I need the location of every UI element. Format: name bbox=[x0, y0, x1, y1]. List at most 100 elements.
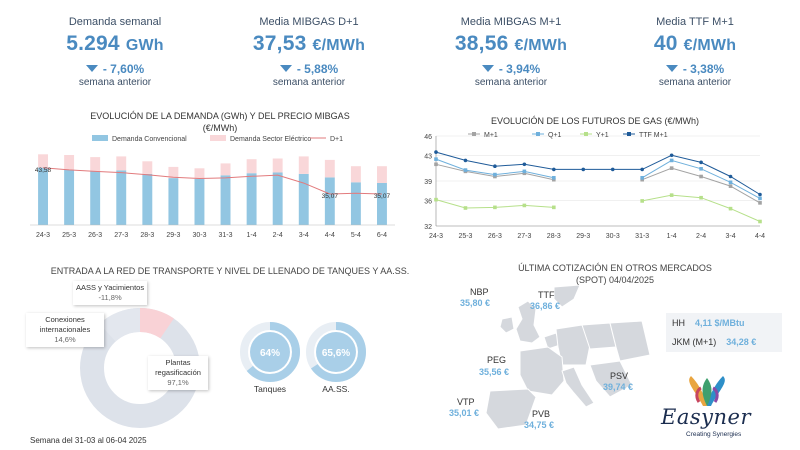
line-d1 bbox=[42, 167, 383, 195]
y-tick-label: 43 bbox=[424, 153, 432, 160]
markets-title-text: ÚLTIMA COTIZACIÓN EN OTROS MERCADOS bbox=[518, 263, 712, 273]
point-series-1 bbox=[728, 180, 733, 185]
bar-demanda-electrico bbox=[377, 166, 387, 183]
bar-demanda-convencional bbox=[377, 183, 387, 225]
market-psv-name: PSV bbox=[610, 371, 629, 381]
point-series-3 bbox=[552, 167, 556, 172]
point-series-3 bbox=[699, 160, 703, 165]
kpi-value: 37,53 €/MWh bbox=[252, 32, 366, 55]
line-series-1 bbox=[435, 158, 761, 199]
x-tick-label: 25-3 bbox=[458, 233, 472, 240]
point-series-0 bbox=[552, 177, 556, 182]
y-tick-label: 46 bbox=[424, 134, 432, 141]
point-series-1 bbox=[463, 168, 468, 172]
down-triangle-icon bbox=[481, 65, 494, 72]
gauge-fill bbox=[306, 322, 366, 382]
bar-demanda-convencional bbox=[324, 177, 335, 225]
line-series-0 bbox=[435, 163, 761, 204]
bar-demanda-convencional bbox=[38, 167, 48, 225]
point-series-1 bbox=[522, 169, 527, 174]
footer-week: Semana del 31-03 al 06-04 2025 bbox=[30, 436, 147, 445]
point-series-2 bbox=[522, 203, 527, 208]
point-series-3 bbox=[463, 158, 468, 163]
legend-label-1: Demanda Sector Eléctrico bbox=[230, 136, 311, 143]
point-series-3 bbox=[434, 150, 438, 154]
data-label-d1: 35,07 bbox=[374, 193, 391, 200]
market-vtp-name: VTP bbox=[457, 397, 475, 407]
x-tick-label: 6-4 bbox=[377, 232, 387, 239]
point-series-2 bbox=[463, 206, 468, 210]
point-series-0 bbox=[434, 162, 438, 167]
kpi-ttf-m1: Media TTF M+1 40 €/MWh - 3,38% semana an… bbox=[600, 16, 790, 88]
legend-label-2: Y+1 bbox=[596, 132, 609, 139]
bar-demanda-electrico bbox=[220, 163, 231, 176]
point-series-2 bbox=[669, 193, 674, 197]
entry-section-title: ENTRADA A LA RED DE TRANSPORTE Y NIVEL D… bbox=[50, 266, 410, 276]
map-italy bbox=[561, 366, 595, 408]
kpi-label: Media MIBGAS D+1 bbox=[259, 16, 359, 28]
bar-demanda-electrico bbox=[298, 156, 309, 174]
y-tick-label: 32 bbox=[424, 224, 432, 231]
point-series-1 bbox=[640, 175, 644, 180]
demand-chart-subtitle: (€/MWh) bbox=[202, 123, 238, 133]
side-jkm: JKM (M+1) 34,28 € bbox=[666, 332, 782, 352]
point-series-2 bbox=[552, 205, 556, 210]
bar-demanda-electrico bbox=[116, 156, 127, 171]
map-norway bbox=[553, 285, 581, 308]
point-series-2 bbox=[728, 206, 733, 211]
x-tick-label: 24-3 bbox=[36, 232, 50, 239]
kpi-value: 5.294 GWh bbox=[66, 32, 164, 55]
bar-demanda-electrico bbox=[142, 161, 153, 174]
down-triangle-icon bbox=[279, 65, 292, 72]
kpi-value: 38,56 €/MWh bbox=[454, 32, 568, 55]
x-tick-label: 31-3 bbox=[635, 233, 649, 240]
x-tick-label: 26-3 bbox=[88, 232, 102, 239]
gauge-tanques-label: Tanques bbox=[253, 384, 287, 394]
x-tick-label: 28-3 bbox=[547, 233, 561, 240]
point-series-3 bbox=[758, 192, 762, 197]
map-ireland bbox=[499, 316, 515, 334]
kpi-label: Media TTF M+1 bbox=[656, 16, 734, 28]
bar-demanda-convencional bbox=[90, 171, 101, 225]
legend-marker-0 bbox=[472, 132, 476, 136]
point-series-0 bbox=[522, 171, 527, 176]
bar-demanda-convencional bbox=[298, 173, 309, 225]
futures-chart-title: EVOLUCIÓN DE LOS FUTUROS DE GAS (€/MWh) bbox=[490, 116, 700, 126]
x-tick-label: 4-4 bbox=[325, 232, 335, 239]
donut-slice-conexiones bbox=[99, 308, 141, 342]
callout-intl: Conexiones internacionales 14,6% bbox=[26, 313, 104, 347]
market-nbp-name: NBP bbox=[470, 287, 489, 297]
bar-demanda-electrico bbox=[350, 166, 361, 183]
market-nbp-value: 35,80 € bbox=[460, 298, 491, 308]
down-triangle-icon bbox=[665, 65, 678, 72]
bar-demanda-electrico bbox=[38, 154, 48, 168]
x-tick-label: 27-3 bbox=[114, 232, 128, 239]
point-series-0 bbox=[728, 184, 733, 188]
point-series-0 bbox=[699, 174, 703, 179]
fill-gauges: 64% 65,6% bbox=[240, 322, 366, 382]
gauge-fill bbox=[240, 322, 300, 382]
point-series-0 bbox=[493, 174, 497, 179]
gauge-center bbox=[250, 332, 290, 372]
point-series-3 bbox=[669, 153, 674, 158]
x-tick-label: 4-4 bbox=[755, 233, 765, 240]
legend-marker-1 bbox=[536, 132, 540, 136]
x-tick-label: 1-4 bbox=[247, 232, 257, 239]
down-triangle-icon bbox=[85, 65, 98, 72]
map-east bbox=[609, 320, 651, 362]
map-balkans bbox=[589, 360, 633, 398]
kpi-sub: semana anterior bbox=[78, 77, 152, 88]
callout-intl-label: Conexiones internacionales bbox=[39, 315, 91, 334]
legend-swatch-0 bbox=[92, 135, 108, 141]
bar-demanda-electrico bbox=[194, 168, 205, 179]
callout-regas-label: Plantas regasificación bbox=[155, 358, 201, 377]
point-series-1 bbox=[552, 175, 556, 180]
point-series-1 bbox=[699, 166, 703, 171]
x-tick-label: 3-4 bbox=[725, 233, 735, 240]
callout-aass-value: -11,8% bbox=[98, 293, 122, 302]
point-series-0 bbox=[640, 177, 644, 182]
market-vtp-value: 35,01 € bbox=[449, 408, 480, 418]
legend-label-2: D+1 bbox=[330, 136, 343, 143]
callout-aass: AASS y Yacimientos -11,8% bbox=[73, 281, 148, 305]
demand-chart: Demanda Convencional Demanda Sector Eléct… bbox=[30, 135, 395, 239]
